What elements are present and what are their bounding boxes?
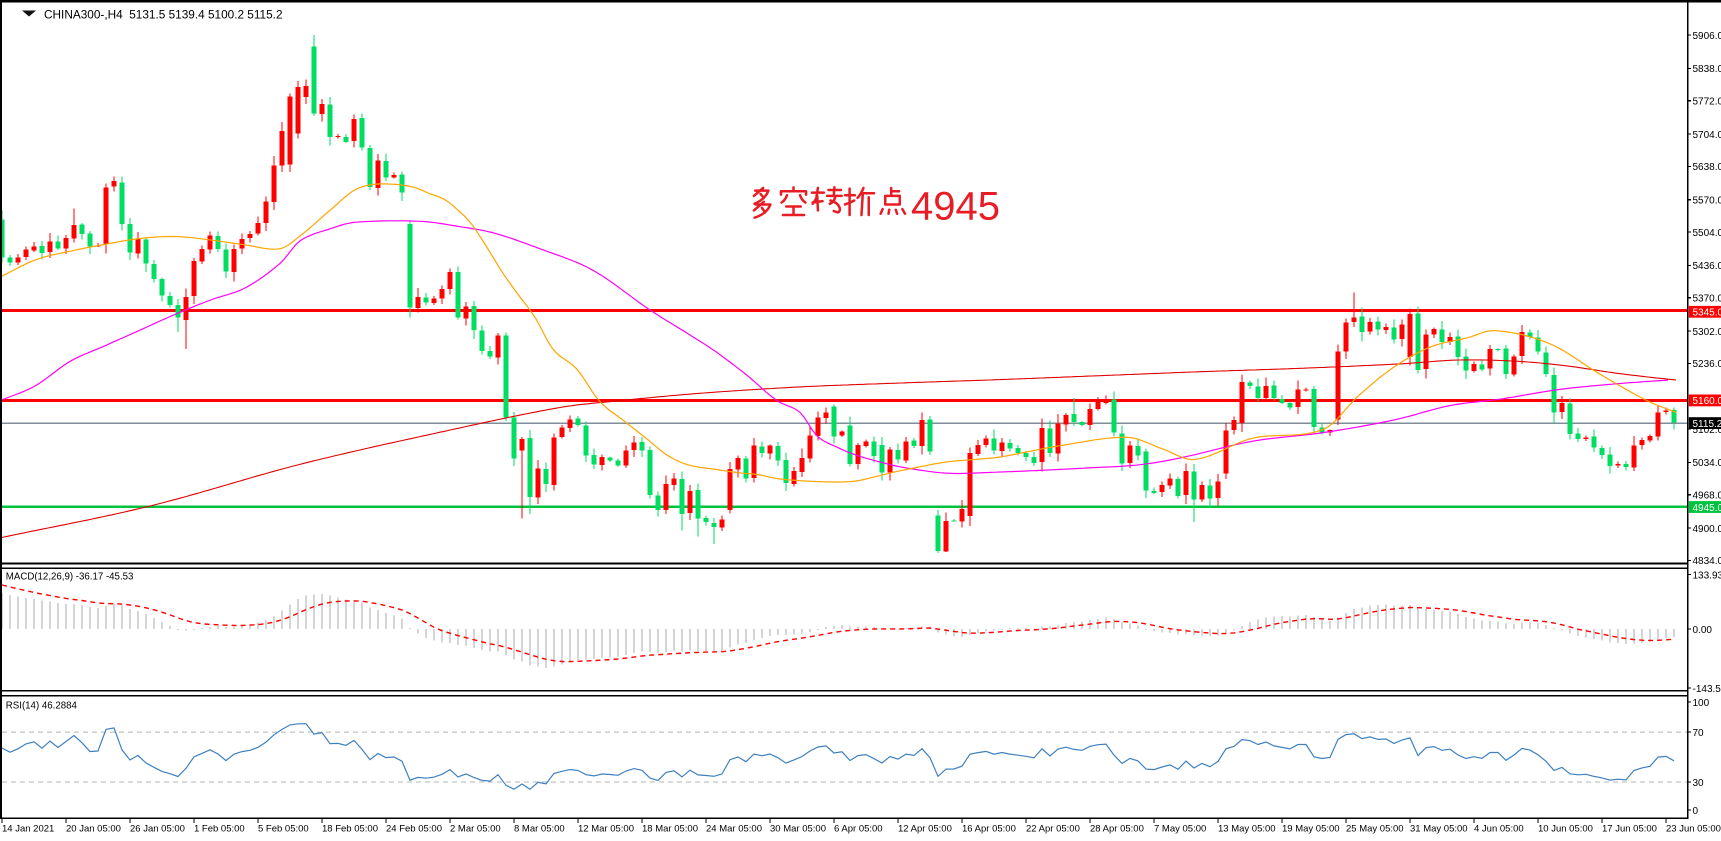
svg-text:18 Feb 05:00: 18 Feb 05:00 (322, 824, 378, 835)
svg-text:24 Feb 05:00: 24 Feb 05:00 (386, 824, 442, 835)
svg-text:20 Jan 05:00: 20 Jan 05:00 (66, 824, 121, 835)
svg-text:5436.0: 5436.0 (1693, 261, 1721, 272)
svg-text:4945.0: 4945.0 (1693, 503, 1721, 514)
svg-text:MACD(12,26,9) -36.17 -45.53: MACD(12,26,9) -36.17 -45.53 (6, 572, 134, 583)
svg-text:4834.0: 4834.0 (1693, 556, 1721, 567)
svg-text:26 Jan 05:00: 26 Jan 05:00 (130, 824, 185, 835)
svg-text:5906.0: 5906.0 (1693, 31, 1721, 42)
svg-text:-143.53: -143.53 (1693, 684, 1721, 695)
svg-text:5838.0: 5838.0 (1693, 64, 1721, 75)
svg-text:4 Jun 05:00: 4 Jun 05:00 (1474, 824, 1524, 835)
svg-text:5704.0: 5704.0 (1693, 130, 1721, 141)
svg-text:70: 70 (1693, 728, 1705, 739)
svg-text:30: 30 (1693, 778, 1705, 789)
svg-text:5504.0: 5504.0 (1693, 228, 1721, 239)
svg-text:2 Mar 05:00: 2 Mar 05:00 (450, 824, 501, 835)
svg-text:5160.0: 5160.0 (1693, 396, 1721, 407)
svg-text:5638.0: 5638.0 (1693, 162, 1721, 173)
svg-text:100: 100 (1693, 698, 1710, 709)
svg-text:5370.0: 5370.0 (1693, 294, 1721, 305)
svg-text:17 Jun 05:00: 17 Jun 05:00 (1602, 824, 1657, 835)
svg-text:28 Apr 05:00: 28 Apr 05:00 (1090, 824, 1144, 835)
svg-text:5772.0: 5772.0 (1693, 97, 1721, 108)
svg-text:5302.0: 5302.0 (1693, 327, 1721, 338)
svg-text:10 Jun 05:00: 10 Jun 05:00 (1538, 824, 1593, 835)
svg-text:4900.0: 4900.0 (1693, 524, 1721, 535)
svg-text:0: 0 (1693, 806, 1699, 817)
svg-text:1 Feb 05:00: 1 Feb 05:00 (194, 824, 245, 835)
svg-text:24 Mar 05:00: 24 Mar 05:00 (706, 824, 762, 835)
svg-text:4945: 4945 (911, 185, 1000, 229)
svg-text:RSI(14) 46.2884: RSI(14) 46.2884 (6, 701, 78, 712)
svg-text:16 Apr 05:00: 16 Apr 05:00 (962, 824, 1016, 835)
svg-text:25 May 05:00: 25 May 05:00 (1346, 824, 1404, 835)
svg-text:22 Apr 05:00: 22 Apr 05:00 (1026, 824, 1080, 835)
svg-text:5345.0: 5345.0 (1693, 308, 1721, 319)
svg-text:5 Feb 05:00: 5 Feb 05:00 (258, 824, 309, 835)
svg-text:30 Mar 05:00: 30 Mar 05:00 (770, 824, 826, 835)
svg-text:8 Mar 05:00: 8 Mar 05:00 (514, 824, 565, 835)
svg-text:18 Mar 05:00: 18 Mar 05:00 (642, 824, 698, 835)
svg-text:5115.2: 5115.2 (1693, 419, 1721, 430)
svg-text:7 May 05:00: 7 May 05:00 (1154, 824, 1206, 835)
svg-text:5034.0: 5034.0 (1693, 458, 1721, 469)
svg-text:0.00: 0.00 (1693, 625, 1713, 636)
svg-text:4968.0: 4968.0 (1693, 491, 1721, 502)
svg-text:12 Mar 05:00: 12 Mar 05:00 (578, 824, 634, 835)
svg-text:23 Jun 05:00: 23 Jun 05:00 (1666, 824, 1721, 835)
svg-text:CHINA300-,H4 5131.5 5139.4 51: CHINA300-,H4 5131.5 5139.4 5100.2 5115.2 (44, 8, 283, 22)
svg-text:5570.0: 5570.0 (1693, 196, 1721, 207)
svg-text:133.93: 133.93 (1693, 570, 1721, 581)
svg-text:14 Jan 2021: 14 Jan 2021 (2, 824, 54, 835)
svg-text:19 May 05:00: 19 May 05:00 (1282, 824, 1340, 835)
svg-text:5236.0: 5236.0 (1693, 359, 1721, 370)
svg-text:13 May 05:00: 13 May 05:00 (1218, 824, 1276, 835)
svg-text:6 Apr 05:00: 6 Apr 05:00 (834, 824, 883, 835)
svg-text:31 May 05:00: 31 May 05:00 (1410, 824, 1468, 835)
svg-text:12 Apr 05:00: 12 Apr 05:00 (898, 824, 952, 835)
